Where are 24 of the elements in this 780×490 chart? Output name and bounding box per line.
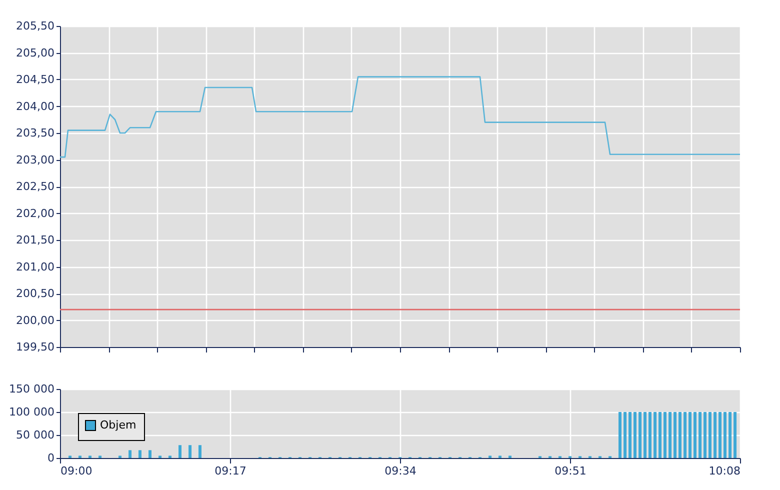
y-tick-label: 205,00: [16, 46, 54, 60]
y-tick-label: 200,50: [16, 287, 54, 300]
y-tick-label: 201,50: [16, 234, 54, 246]
y-tick-label: 200,00: [16, 314, 54, 327]
y-tick-label: 0: [48, 452, 54, 464]
y-tick-label: 150 000: [9, 382, 54, 396]
y-tick-label: 205,50: [16, 20, 54, 32]
line-series: [60, 76, 740, 158]
y-tick-label: 203,50: [16, 126, 54, 140]
y-tick-label: 203,00: [16, 153, 54, 166]
y-tick-label: 50 000: [16, 428, 54, 442]
x-tick-label: 09:17: [214, 464, 246, 478]
x-tick-label: 09:00: [60, 464, 92, 478]
legend-label: Objem: [100, 418, 136, 432]
y-tick-label: 204,50: [16, 73, 54, 86]
y-tick-label: 202,00: [16, 206, 54, 220]
y-tick-label: 100 000: [9, 406, 54, 418]
y-tick-label: 199,50: [16, 340, 54, 354]
x-tick-label: 10:08: [708, 464, 740, 478]
y-tick-label: 204,00: [16, 100, 54, 113]
y-tick-label: 201,00: [16, 260, 54, 274]
y-tick-label: 202,50: [16, 180, 54, 193]
x-tick-label: 09:34: [384, 464, 416, 478]
x-tick-label: 09:51: [554, 464, 586, 478]
